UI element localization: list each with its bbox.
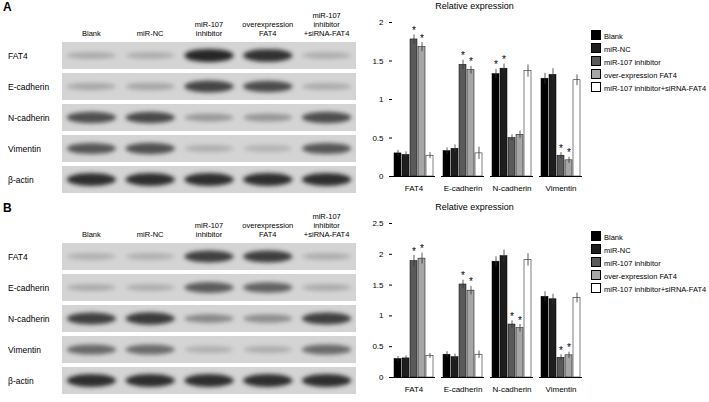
svg-text:N-cadherin: N-cadherin	[492, 184, 531, 193]
svg-text:Vimentin: Vimentin	[546, 184, 577, 193]
svg-text:E-cadherin: E-cadherin	[8, 283, 49, 293]
svg-text:*: *	[469, 56, 473, 67]
svg-text:E-cadherin: E-cadherin	[444, 184, 483, 193]
svg-text:*: *	[510, 311, 514, 322]
svg-text:overexpressionFAT4: overexpressionFAT4	[242, 20, 293, 38]
svg-text:β-actin: β-actin	[8, 175, 34, 185]
svg-text:E-cadherin: E-cadherin	[8, 82, 49, 92]
svg-text:2: 2	[379, 250, 384, 259]
svg-text:*: *	[559, 345, 563, 356]
svg-text:0.5: 0.5	[372, 342, 384, 351]
svg-text:*: *	[420, 243, 424, 254]
html-text:Relative expression: Relative expression	[435, 1, 514, 11]
svg-text:FAT4: FAT4	[8, 252, 28, 262]
html-text:miR-107 inhibitor: miR-107 inhibitor	[604, 259, 661, 268]
svg-text:1.5: 1.5	[372, 57, 384, 66]
svg-text:N-cadherin: N-cadherin	[8, 314, 50, 324]
html-text:Blank: Blank	[604, 32, 623, 41]
svg-text:1.5: 1.5	[372, 281, 384, 290]
svg-text:B: B	[3, 201, 12, 215]
html-text:Relative expression: Relative expression	[435, 202, 514, 212]
svg-text:miR-107inhibitor: miR-107inhibitor	[195, 221, 223, 239]
svg-text:FAT4: FAT4	[8, 51, 28, 61]
svg-text:*: *	[420, 33, 424, 44]
svg-text:2.5: 2.5	[372, 219, 384, 228]
svg-text:miR-107inhibitor: miR-107inhibitor	[195, 20, 223, 38]
svg-text:FAT4: FAT4	[405, 385, 424, 394]
svg-text:0: 0	[379, 373, 384, 382]
svg-text:miR-NC: miR-NC	[137, 230, 164, 239]
svg-text:*: *	[518, 315, 522, 326]
svg-text:overexpressionFAT4: overexpressionFAT4	[242, 221, 293, 239]
svg-text:miR-107inhibitor+siRNA-FAT4: miR-107inhibitor+siRNA-FAT4	[304, 11, 350, 38]
svg-text:Blank: Blank	[82, 29, 101, 38]
html-text:miR-107 inhibitor+siRNA-FAT4: miR-107 inhibitor+siRNA-FAT4	[604, 285, 707, 294]
svg-text:Vimentin: Vimentin	[8, 345, 41, 355]
svg-text:2: 2	[379, 18, 384, 27]
svg-text:*: *	[494, 59, 498, 70]
svg-text:*: *	[412, 246, 416, 257]
svg-text:*: *	[461, 50, 465, 61]
html-text:over-expression FAT4: over-expression FAT4	[604, 71, 677, 80]
svg-text:Vimentin: Vimentin	[546, 385, 577, 394]
svg-text:1: 1	[379, 95, 384, 104]
svg-text:*: *	[502, 54, 506, 65]
svg-text:N-cadherin: N-cadherin	[8, 113, 50, 123]
html-text:miR-107 inhibitor: miR-107 inhibitor	[604, 58, 661, 67]
svg-text:*: *	[469, 276, 473, 287]
svg-text:0.5: 0.5	[372, 134, 384, 143]
svg-text:miR-NC: miR-NC	[137, 29, 164, 38]
html-text:Blank: Blank	[604, 233, 623, 242]
svg-text:β-actin: β-actin	[8, 376, 34, 386]
svg-text:0: 0	[379, 172, 384, 181]
html-text:over-expression FAT4: over-expression FAT4	[604, 272, 677, 281]
svg-text:1: 1	[379, 311, 384, 320]
svg-text:*: *	[412, 25, 416, 36]
svg-text:Vimentin: Vimentin	[8, 144, 41, 154]
svg-text:E-cadherin: E-cadherin	[444, 385, 483, 394]
html-text:miR-NC: miR-NC	[604, 246, 631, 255]
svg-text:FAT4: FAT4	[405, 184, 424, 193]
svg-text:miR-107inhibitor+siRNA-FAT4: miR-107inhibitor+siRNA-FAT4	[304, 212, 350, 239]
svg-text:*: *	[567, 342, 571, 353]
svg-text:*: *	[567, 147, 571, 158]
svg-text:*: *	[559, 143, 563, 154]
html-text:miR-NC: miR-NC	[604, 45, 631, 54]
svg-text:A: A	[3, 0, 12, 14]
svg-text:Blank: Blank	[82, 230, 101, 239]
svg-text:*: *	[461, 270, 465, 281]
svg-text:N-cadherin: N-cadherin	[492, 385, 531, 394]
html-text:miR-107 inhibitor+siRNA-FAT4: miR-107 inhibitor+siRNA-FAT4	[604, 84, 707, 93]
